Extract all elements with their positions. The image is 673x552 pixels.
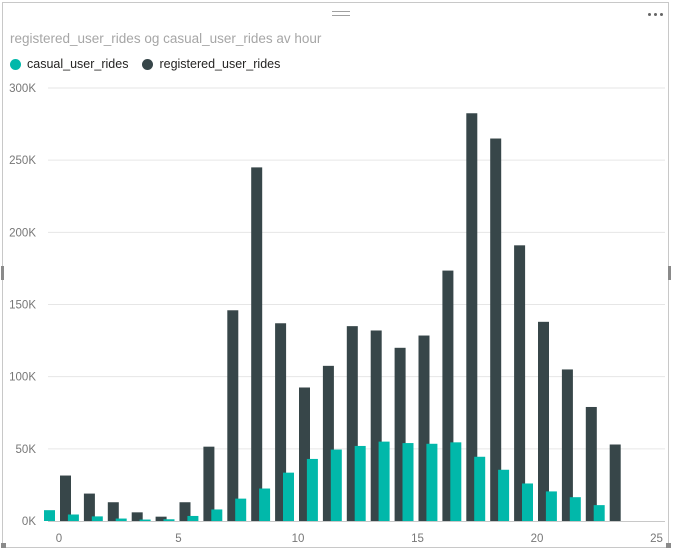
bar-casual[interactable] <box>44 510 55 521</box>
bar-casual[interactable] <box>545 491 557 521</box>
y-tick-label: 250K <box>9 155 36 167</box>
resize-handle-bottom-right[interactable] <box>666 543 671 548</box>
bar-casual[interactable] <box>593 505 605 521</box>
bar-casual[interactable] <box>378 441 390 521</box>
y-tick-label: 50K <box>16 444 37 456</box>
legend-item-casual[interactable]: casual_user_rides <box>10 57 128 71</box>
bar-casual[interactable] <box>211 509 223 521</box>
bar-registered[interactable] <box>490 138 502 521</box>
drag-grip-icon[interactable] <box>332 11 350 19</box>
resize-handle-right[interactable] <box>668 266 671 280</box>
bar-registered[interactable] <box>179 502 191 521</box>
y-tick-label: 0K <box>22 516 36 528</box>
bar-casual[interactable] <box>67 514 79 521</box>
legend-marker-casual <box>10 58 21 70</box>
bar-registered[interactable] <box>609 444 621 521</box>
bar-casual[interactable] <box>115 518 127 521</box>
y-tick-label: 150K <box>9 300 36 312</box>
bar-registered[interactable] <box>83 493 95 521</box>
chart-legend: casual_user_rides registered_user_rides <box>10 57 294 71</box>
legend-item-registered[interactable]: registered_user_rides <box>142 57 280 71</box>
legend-label-casual: casual_user_rides <box>27 57 129 71</box>
more-options-icon[interactable] <box>648 13 668 19</box>
bar-registered[interactable] <box>418 335 430 521</box>
bar-casual[interactable] <box>235 498 247 521</box>
bar-casual[interactable] <box>187 515 199 521</box>
bar-casual[interactable] <box>91 516 103 521</box>
bar-registered[interactable] <box>514 245 526 521</box>
x-tick-label: 10 <box>292 533 305 545</box>
resize-handle-left[interactable] <box>1 266 4 280</box>
bar-registered[interactable] <box>442 270 454 521</box>
bar-registered[interactable] <box>155 516 167 521</box>
x-tick-label: 25 <box>650 533 663 545</box>
bar-casual[interactable] <box>139 519 151 521</box>
bar-casual[interactable] <box>474 456 486 521</box>
bar-registered[interactable] <box>203 446 215 521</box>
bar-casual[interactable] <box>163 519 175 521</box>
bar-casual[interactable] <box>283 472 294 521</box>
chart-title: registered_user_rides og casual_user_rid… <box>10 31 322 46</box>
bar-registered[interactable] <box>585 406 597 521</box>
bar-registered[interactable] <box>107 502 119 521</box>
bar-registered[interactable] <box>322 365 334 521</box>
bar-registered[interactable] <box>561 369 573 521</box>
y-tick-label: 200K <box>9 227 36 239</box>
legend-label-registered: registered_user_rides <box>159 57 281 71</box>
y-tick-label: 300K <box>9 83 36 95</box>
y-tick-label: 100K <box>9 372 36 384</box>
bar-registered[interactable] <box>346 326 358 521</box>
bar-casual[interactable] <box>522 483 533 521</box>
bar-registered[interactable] <box>538 321 549 521</box>
bar-casual[interactable] <box>569 497 581 521</box>
bar-registered[interactable] <box>227 310 239 521</box>
bar-registered[interactable] <box>131 512 143 521</box>
bar-casual[interactable] <box>498 469 510 521</box>
bar-registered[interactable] <box>275 323 287 521</box>
x-tick-label: 0 <box>56 533 62 545</box>
x-tick-label: 5 <box>175 533 181 545</box>
bar-registered[interactable] <box>466 113 478 521</box>
bar-casual[interactable] <box>450 442 462 521</box>
x-tick-label: 15 <box>411 533 424 545</box>
bar-casual[interactable] <box>306 458 318 521</box>
bar-registered[interactable] <box>394 347 406 521</box>
bar-casual[interactable] <box>426 443 438 521</box>
bar-registered[interactable] <box>251 167 263 521</box>
bar-registered[interactable] <box>370 330 382 521</box>
bar-casual[interactable] <box>259 488 271 521</box>
bar-registered[interactable] <box>299 387 310 521</box>
resize-handle-bottom-left[interactable] <box>1 543 6 548</box>
bar-casual[interactable] <box>354 445 366 521</box>
bar-casual[interactable] <box>402 443 414 521</box>
bar-casual[interactable] <box>330 449 342 521</box>
bar-registered[interactable] <box>60 475 71 521</box>
x-tick-label: 20 <box>531 533 544 545</box>
legend-marker-registered <box>142 58 154 70</box>
